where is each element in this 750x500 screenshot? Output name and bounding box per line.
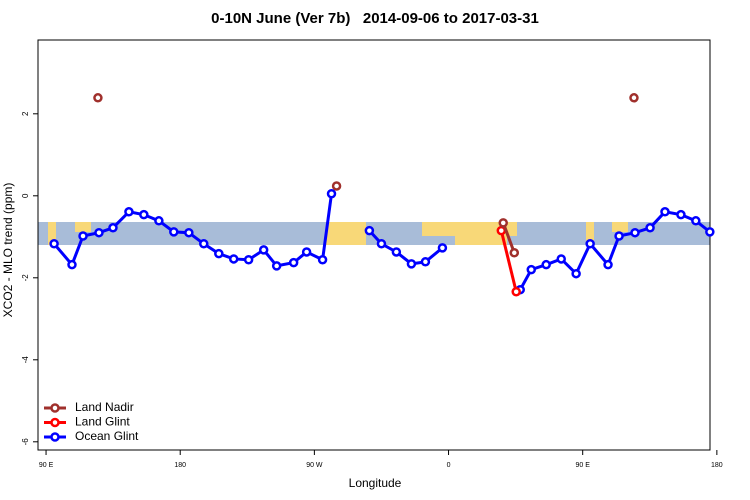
data-point [556, 254, 566, 264]
data-point [603, 259, 613, 270]
data-point [364, 225, 375, 236]
data-point [108, 223, 118, 233]
x-tick-label: 90 E [39, 462, 54, 469]
data-point [629, 93, 639, 103]
data-point [509, 248, 520, 258]
legend-label: Ocean Glint [75, 429, 139, 443]
x-tick-label: 0 [447, 462, 451, 469]
data-point [67, 259, 77, 270]
x-tick-label: 180 [711, 462, 723, 469]
data-point [541, 259, 551, 270]
data-point [317, 255, 328, 265]
data-point [585, 239, 595, 249]
data-point [391, 247, 402, 257]
data-point [78, 231, 88, 241]
x-axis-label: Longitude [349, 476, 402, 490]
data-point [511, 286, 521, 297]
data-point [676, 209, 686, 220]
legend-marker [50, 432, 60, 442]
legend-label: Land Nadir [75, 400, 134, 414]
data-point [184, 227, 194, 238]
data-point [301, 247, 312, 257]
data-point [331, 181, 342, 191]
data-point [645, 223, 655, 233]
data-point [169, 227, 179, 237]
data-point [614, 231, 624, 241]
data-point [498, 218, 508, 228]
data-point [288, 257, 299, 268]
data-point [49, 239, 59, 249]
data-point [124, 207, 134, 217]
data-point [94, 227, 104, 238]
legend-marker [50, 417, 60, 428]
data-point [139, 209, 149, 220]
x-tick-label: 180 [174, 462, 186, 469]
data-point [376, 239, 387, 249]
y-tick-label: 0 [21, 193, 30, 198]
legend-marker [50, 403, 60, 413]
data-point [258, 245, 269, 255]
x-tick-label: 90 W [306, 462, 323, 469]
data-point [228, 254, 239, 264]
x-tick-label: 90 E [575, 462, 590, 469]
data-point [437, 243, 448, 253]
plot-frame [37, 39, 711, 451]
data-point [154, 216, 164, 226]
legend-label: Land Glint [75, 415, 130, 429]
y-tick-label: 2 [21, 111, 30, 116]
data-point [630, 227, 640, 238]
data-point [243, 255, 254, 265]
data-point [420, 257, 431, 267]
data-point [660, 207, 670, 217]
data-point [705, 227, 715, 237]
data-point [406, 259, 417, 269]
y-tick-label: -4 [21, 356, 30, 364]
data-point [691, 216, 701, 226]
data-point [214, 248, 224, 259]
data-point [326, 189, 337, 199]
data-point [199, 239, 209, 249]
series-line [499, 230, 518, 293]
data-point [526, 264, 537, 275]
data-point [271, 261, 282, 271]
chart-title: 0-10N June (Ver 7b) 2014-09-06 to 2017-0… [211, 10, 539, 27]
data-point [93, 93, 103, 103]
data-point [571, 268, 581, 279]
y-axis-label: XCO2 - MLO trend (ppm) [1, 183, 15, 318]
y-tick-label: -6 [21, 438, 30, 446]
y-tick-label: -2 [21, 274, 30, 282]
